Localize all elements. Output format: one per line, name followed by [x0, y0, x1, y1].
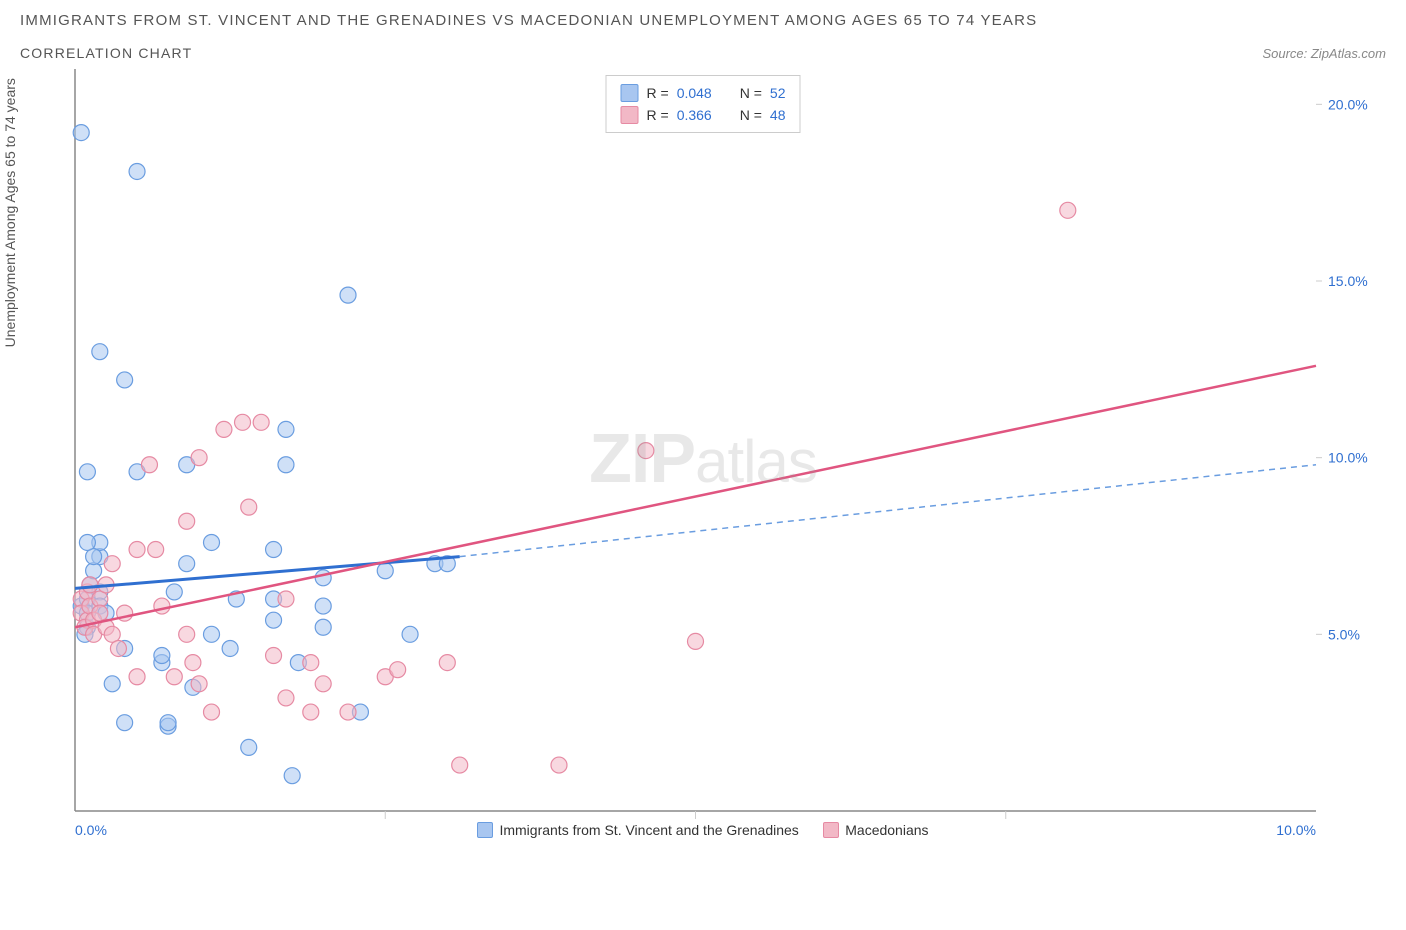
r-label-a: R =: [647, 85, 669, 101]
series-legend: Immigrants from St. Vincent and the Gren…: [20, 822, 1386, 843]
r-value-b: 0.366: [677, 107, 712, 123]
source-name: ZipAtlas.com: [1311, 46, 1386, 61]
svg-text:10.0%: 10.0%: [1328, 450, 1368, 466]
n-value-b: 48: [770, 107, 786, 123]
n-label-b: N =: [740, 107, 762, 123]
chart-subtitle: CORRELATION CHART: [20, 45, 192, 61]
svg-text:15.0%: 15.0%: [1328, 273, 1368, 289]
y-axis-label: Unemployment Among Ages 65 to 74 years: [2, 78, 18, 347]
scatter-chart: 5.0%10.0%15.0%20.0%0.0%10.0%: [20, 69, 1386, 879]
r-value-a: 0.048: [677, 85, 712, 101]
stats-row-a: R = 0.048 N = 52: [621, 82, 786, 104]
legend-label-a: Immigrants from St. Vincent and the Gren…: [499, 822, 798, 838]
legend-swatch-b: [823, 822, 839, 838]
svg-text:20.0%: 20.0%: [1328, 96, 1368, 112]
n-value-a: 52: [770, 85, 786, 101]
legend-swatch-a: [477, 822, 493, 838]
chart-title: IMMIGRANTS FROM ST. VINCENT AND THE GREN…: [20, 12, 1386, 29]
r-label-b: R =: [647, 107, 669, 123]
legend-chip-b: Macedonians: [823, 822, 928, 838]
svg-text:5.0%: 5.0%: [1328, 626, 1360, 642]
source-label: Source:: [1262, 46, 1310, 61]
chart-area: Unemployment Among Ages 65 to 74 years 5…: [20, 69, 1386, 879]
stats-row-b: R = 0.366 N = 48: [621, 104, 786, 126]
n-label-a: N =: [740, 85, 762, 101]
legend-label-b: Macedonians: [845, 822, 928, 838]
stats-legend-box: R = 0.048 N = 52 R = 0.366 N = 48: [606, 75, 801, 133]
swatch-a: [621, 84, 639, 102]
legend-chip-a: Immigrants from St. Vincent and the Gren…: [477, 822, 798, 838]
source-attribution: Source: ZipAtlas.com: [1262, 46, 1386, 61]
swatch-b: [621, 106, 639, 124]
